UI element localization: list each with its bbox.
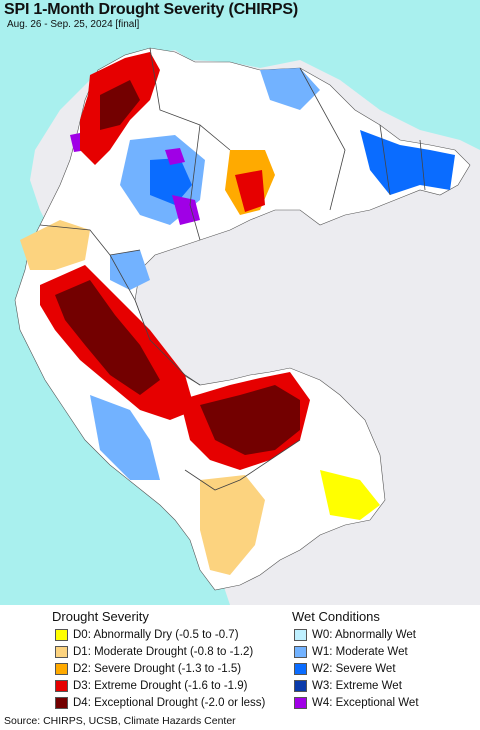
drought-bolivia-d4: [200, 385, 300, 455]
swatch-d2: [55, 662, 68, 675]
swatch-d0: [55, 628, 68, 641]
source-credit: Source: CHIRPS, UCSB, Climate Hazards Ce…: [4, 715, 236, 727]
wet-area-guianas: [360, 130, 455, 195]
legend-item-w1: W1: Moderate Wet: [294, 644, 408, 659]
legend-item-d0: D0: Abnormally Dry (-0.5 to -0.7): [55, 627, 239, 642]
wet-area-w4b: [172, 195, 200, 225]
wet-legend-title: Wet Conditions: [292, 609, 380, 624]
drought-ecuador-d1: [20, 220, 90, 270]
label-w2: W2: Severe Wet: [312, 662, 396, 675]
wet-area-peru-south: [90, 395, 160, 480]
swatch-w3: [294, 679, 307, 692]
legend-item-w2: W2: Severe Wet: [294, 661, 396, 676]
swatch-w1: [294, 645, 307, 658]
map-subtitle: Aug. 26 - Sep. 25, 2024 [final]: [7, 19, 140, 30]
label-d2: D2: Severe Drought (-1.3 to -1.5): [73, 662, 242, 675]
label-d3: D3: Extreme Drought (-1.6 to -1.9): [73, 679, 248, 692]
drought-map: [0, 0, 480, 605]
wet-area-w4a: [165, 148, 185, 165]
legend-item-d3: D3: Extreme Drought (-1.6 to -1.9): [55, 678, 247, 693]
map-area: SPI 1-Month Drought Severity (CHIRPS) Au…: [0, 0, 480, 605]
label-d4: D4: Exceptional Drought (-2.0 or less): [73, 696, 266, 709]
drought-legend-title: Drought Severity: [52, 609, 149, 624]
label-d1: D1: Moderate Drought (-0.8 to -1.2): [73, 645, 254, 658]
label-w4: W4: Exceptional Wet: [312, 696, 419, 709]
legend-item-d2: D2: Severe Drought (-1.3 to -1.5): [55, 661, 241, 676]
drought-bolivia-d1: [200, 475, 265, 575]
wet-area-peru-north: [110, 250, 150, 290]
legend: Drought Severity Wet Conditions D0: Abno…: [0, 605, 480, 713]
label-d0: D0: Abnormally Dry (-0.5 to -0.7): [73, 628, 239, 641]
label-w0: W0: Abnormally Wet: [312, 628, 416, 641]
drought-colombia-d4: [100, 80, 140, 130]
legend-item-w4: W4: Exceptional Wet: [294, 695, 419, 710]
legend-item-w3: W3: Extreme Wet: [294, 678, 402, 693]
legend-item-d4: D4: Exceptional Drought (-2.0 or less): [55, 695, 265, 710]
wet-area-venezuela: [260, 68, 320, 110]
wet-area-w2: [150, 158, 192, 205]
legend-item-d1: D1: Moderate Drought (-0.8 to -1.2): [55, 644, 253, 659]
swatch-d3: [55, 679, 68, 692]
label-w3: W3: Extreme Wet: [312, 679, 402, 692]
swatch-d4: [55, 696, 68, 709]
country-borders: [39, 47, 426, 491]
swatch-w4: [294, 696, 307, 709]
label-w1: W1: Moderate Wet: [312, 645, 408, 658]
swatch-w2: [294, 662, 307, 675]
map-title: SPI 1-Month Drought Severity (CHIRPS): [4, 1, 298, 18]
swatch-d1: [55, 645, 68, 658]
drought-brazil-d0: [320, 470, 380, 520]
legend-item-w0: W0: Abnormally Wet: [294, 627, 416, 642]
drought-venezuela-d3: [235, 170, 265, 212]
swatch-w0: [294, 628, 307, 641]
drought-peru-d4: [55, 280, 160, 395]
